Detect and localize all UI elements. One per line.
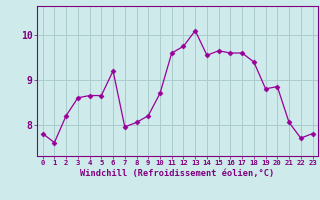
X-axis label: Windchill (Refroidissement éolien,°C): Windchill (Refroidissement éolien,°C) [80, 169, 275, 178]
